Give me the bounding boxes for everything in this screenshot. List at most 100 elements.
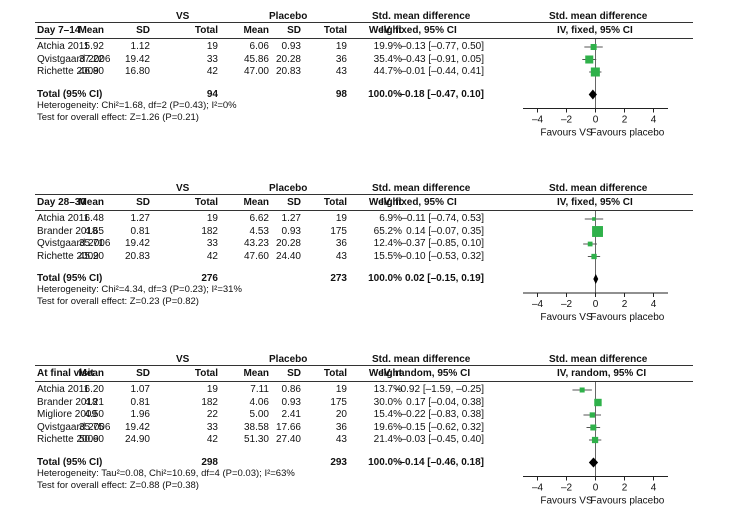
total-vs: 298 [201,456,218,468]
placebo-mean: 45.86 [243,53,269,65]
study-marker [590,424,597,431]
vs-mean-header: Mean [78,197,104,208]
placebo-mean-header: Mean [243,197,269,208]
vs-sd: 16.80 [124,66,150,77]
vs-sd: 1.96 [130,409,150,420]
x-tick-label: 2 [622,483,628,494]
placebo-sd-header: SD [287,25,301,36]
smd-header: Std. mean difference [372,354,471,365]
vs-mean: 4.50 [84,409,104,420]
x-tick-label: –4 [532,115,544,126]
placebo-total: 20 [335,409,347,420]
total-vs: 94 [206,88,218,100]
study-name: Richette 2009 [37,250,99,262]
vs-total-header: Total [194,197,218,208]
placebo-total: 36 [335,421,347,433]
vs-mean-header: Mean [78,368,104,379]
header-rule [35,38,513,39]
total-label: Total (95% CI) [37,88,103,100]
method-header: IV, fixed, 95% CI [381,25,457,36]
vs-sd: 0.81 [130,225,150,237]
vs-mean: 35.71 [78,238,104,249]
placebo-mean: 4.06 [249,396,269,408]
placebo-mean: 38.58 [243,421,269,433]
study-weight: 13.7% [373,384,402,395]
placebo-sd: 0.93 [281,396,301,408]
vs-sd: 24.90 [124,434,150,445]
study-name: Atchia 2011 [37,384,90,395]
vs-total: 33 [206,238,218,249]
method-header: IV, fixed, 95% CI [381,197,457,208]
vs-mean: 5.92 [84,41,104,52]
vs-total: 22 [206,409,218,420]
vs-total: 33 [206,53,218,65]
study-name: Richette 2009 [37,434,99,445]
x-tick-label: –2 [561,483,573,494]
vs-total-header: Total [194,368,218,379]
x-tick-label: 4 [651,115,657,126]
vs-sd: 1.07 [130,384,150,395]
header-rule [35,210,513,211]
study-ci: –0.01 [–0.44, 0.41] [400,66,484,77]
placebo-mean: 6.62 [249,213,269,224]
vs-group-header: VS [176,183,190,194]
study-ci: –0.15 [–0.62, 0.32] [400,421,484,433]
placebo-sd: 24.40 [275,250,301,262]
weight-header: Weight [368,25,402,36]
study-weight: 44.7% [373,66,402,77]
plot-header-rule [513,210,693,211]
study-marker [585,55,594,64]
heterogeneity-text: Heterogeneity: Chi²=4.34, df=3 (P=0.23);… [37,284,242,295]
favours-right-label: Favours placebo [590,128,664,139]
vs-total: 19 [206,384,218,395]
x-tick-label: 0 [593,115,599,126]
vs-total: 33 [206,421,218,433]
study-ci: –0.11 [–0.74, 0.53] [401,213,484,224]
plot-header-rule [513,365,693,366]
panel-title: At final visit [37,368,94,379]
study-ci: –0.13 [–0.77, 0.50] [400,41,484,52]
placebo-sd-header: SD [287,197,301,208]
smd-plot-header: Std. mean difference [549,354,648,365]
study-weight: 6.9% [379,213,402,224]
favours-right-label: Favours placebo [590,496,664,507]
forest-panel: VS Placebo Std. mean difference Std. mean d… [0,351,732,511]
vs-sd: 19.42 [124,421,150,433]
vs-total: 19 [206,213,218,224]
study-marker [587,241,593,247]
total-weight: 100.0% [368,456,402,468]
plot-header-rule [513,22,693,23]
placebo-sd: 20.83 [275,66,301,77]
study-marker [592,217,596,221]
pooled-estimate-diamond [588,89,597,100]
study-name: Qvistgaard 2006 [37,421,111,433]
overall-effect-text: Test for overall effect: Z=0.88 (P=0.38) [37,479,199,491]
vs-sd-header: SD [136,25,150,36]
method-plot-header: IV, random, 95% CI [557,368,647,379]
header-rule [35,365,513,366]
placebo-total: 175 [330,225,347,237]
placebo-sd: 0.93 [281,41,301,52]
pooled-estimate-diamond [588,457,599,468]
study-ci: –0.37 [–0.85, 0.10] [400,238,484,249]
placebo-mean: 4.53 [249,225,269,237]
x-tick-label: –2 [561,115,573,126]
study-weight: 19.9% [373,41,402,52]
total-label: Total (95% CI) [37,273,103,284]
vs-total-header: Total [194,25,218,36]
method-header: IV, random, 95% CI [381,368,471,379]
vs-mean: 50.60 [78,434,104,445]
x-tick-label: 0 [593,483,599,494]
placebo-sd: 20.28 [275,238,301,249]
vs-sd: 20.83 [124,250,150,262]
method-plot-header: IV, fixed, 95% CI [557,25,633,36]
total-vs: 276 [201,273,218,284]
forest-panel: VS Placebo Std. mean difference Std. mean d… [0,8,732,168]
placebo-group-header: Placebo [269,183,308,194]
placebo-sd: 0.93 [281,225,301,237]
placebo-sd: 20.28 [275,53,301,65]
placebo-total: 19 [335,41,347,52]
vs-total: 182 [201,396,218,408]
